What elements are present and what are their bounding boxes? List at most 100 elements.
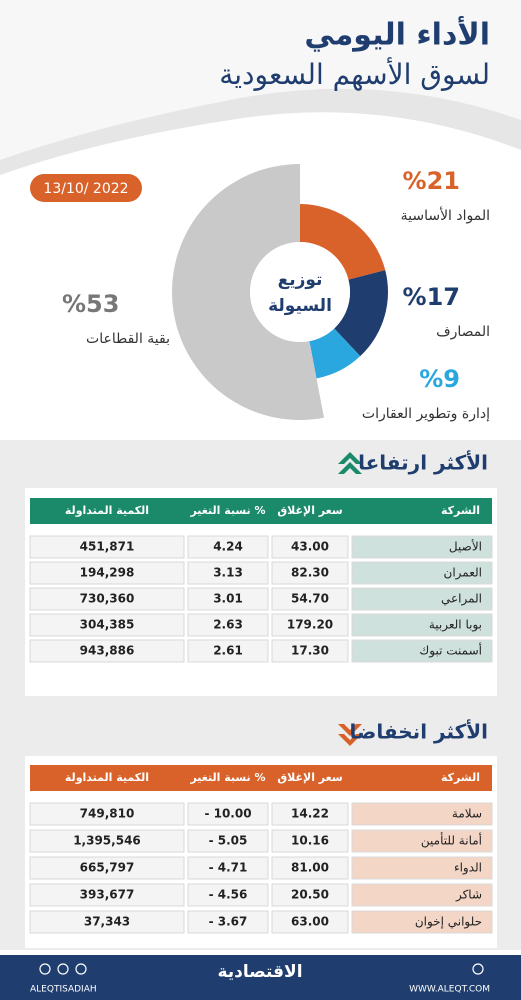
cell-value: - 4.56: [209, 888, 248, 902]
cell-value: 54.70: [291, 592, 329, 606]
category-label: إدارة وتطوير العقارات: [362, 406, 490, 422]
cell-value: 37,343: [84, 915, 130, 929]
cell-value: 4.24: [213, 540, 243, 554]
table-cell: [187, 910, 269, 934]
table-cell: [187, 561, 269, 585]
cell-value: 2.61: [213, 644, 243, 658]
value-label: %21: [403, 167, 460, 195]
cell-value: 3.01: [213, 592, 243, 606]
company-name: المراعي: [441, 592, 482, 607]
cell-value: 20.50: [291, 888, 329, 902]
donut-center-label: توزيع: [278, 270, 323, 290]
cell-value: 665,797: [80, 861, 135, 875]
value-label: %9: [419, 365, 460, 393]
cell-value: 194,298: [80, 566, 135, 580]
cell-value: 451,871: [80, 540, 135, 554]
cell-value: 943,886: [80, 644, 135, 658]
cell-value: - 10.00: [204, 807, 251, 821]
cell-value: 3.13: [213, 566, 243, 580]
table-cell: [271, 910, 349, 934]
company-name: سلامة: [452, 807, 482, 821]
donut-segment: [171, 164, 324, 420]
table-cell: [351, 856, 493, 880]
cell-value: 2.63: [213, 618, 243, 632]
table-cell: [271, 639, 349, 663]
donut-segment: [334, 270, 388, 357]
column-header: نسبة التغير %: [189, 771, 265, 784]
header-swoosh-light: [0, 0, 521, 160]
category-label: المصارف: [436, 324, 490, 340]
brand: الاقتصادية: [217, 962, 302, 982]
table-cell: [351, 883, 493, 907]
table-cell: [29, 535, 185, 559]
table-header: [30, 765, 492, 791]
value-label: %17: [403, 283, 460, 311]
table-cell: [271, 856, 349, 880]
table-cell: [271, 829, 349, 853]
social: ALEQTISADIAH: [30, 985, 97, 995]
donut-center-label: السيولة: [268, 296, 332, 316]
cell-value: 749,810: [80, 807, 135, 821]
table-cell: [29, 802, 185, 826]
down-icon: [338, 724, 362, 746]
cell-value: 1,395,546: [73, 834, 141, 848]
cell-value: 393,677: [80, 888, 135, 902]
cell-value: 43.00: [291, 540, 329, 554]
table-cell: [187, 829, 269, 853]
date-badge: [30, 174, 142, 202]
table-header: [30, 498, 492, 524]
table-cell: [351, 613, 493, 637]
table-cell: [271, 802, 349, 826]
table-cell: [29, 613, 185, 637]
table-cell: [351, 561, 493, 585]
table-cell: [271, 587, 349, 611]
company-name: بوبا العربية: [429, 618, 482, 633]
company-name: الأصيل: [449, 539, 482, 554]
table-cell: [351, 587, 493, 611]
donut-segment: [309, 328, 361, 379]
social-icons: [39, 963, 484, 975]
table-cell: [271, 613, 349, 637]
footer: [0, 955, 521, 1000]
company-name: حلواني إخوان: [415, 915, 482, 930]
table-cell: [351, 535, 493, 559]
category-label: المواد الأساسية: [401, 206, 490, 224]
table-cell: [187, 613, 269, 637]
table-cell: [29, 829, 185, 853]
cell-value: 14.22: [291, 807, 329, 821]
column-header: الكمية المتداولة: [65, 771, 149, 784]
cell-value: 82.30: [291, 566, 329, 580]
column-header: سعر الإغلاق: [277, 771, 342, 784]
table-cell: [351, 639, 493, 663]
company-name: الدواء: [454, 861, 482, 876]
table-cell: [271, 883, 349, 907]
table-cell: [29, 639, 185, 663]
table-cell: [187, 802, 269, 826]
table-cell: [29, 856, 185, 880]
table-cell: [187, 535, 269, 559]
cell-value: 179.20: [287, 618, 333, 632]
cell-value: - 3.67: [209, 915, 248, 929]
donut-hole: [250, 242, 350, 342]
table-cell: [187, 856, 269, 880]
cell-value: - 5.05: [209, 834, 248, 848]
cell-value: 17.30: [291, 644, 329, 658]
date: 13/10/ 2022: [43, 181, 128, 197]
website: WWW.ALEQT.COM: [409, 985, 490, 995]
cell-value: 730,360: [80, 592, 135, 606]
table-cell: [29, 587, 185, 611]
column-header: نسبة التغير %: [189, 504, 265, 517]
table-cell: [29, 910, 185, 934]
cell-value: - 4.71: [209, 861, 248, 875]
column-header: الشركة: [441, 504, 480, 517]
column-header: الكمية المتداولة: [65, 504, 149, 517]
gainers-title: الأكثر ارتفاعا: [358, 450, 488, 475]
table-cell: [29, 561, 185, 585]
cell-value: 81.00: [291, 861, 329, 875]
table-cell: [351, 802, 493, 826]
company-name: أمانة للتأمين: [421, 832, 482, 849]
table-cell: [351, 829, 493, 853]
table-cell: [271, 561, 349, 585]
up-icon: [338, 452, 362, 474]
